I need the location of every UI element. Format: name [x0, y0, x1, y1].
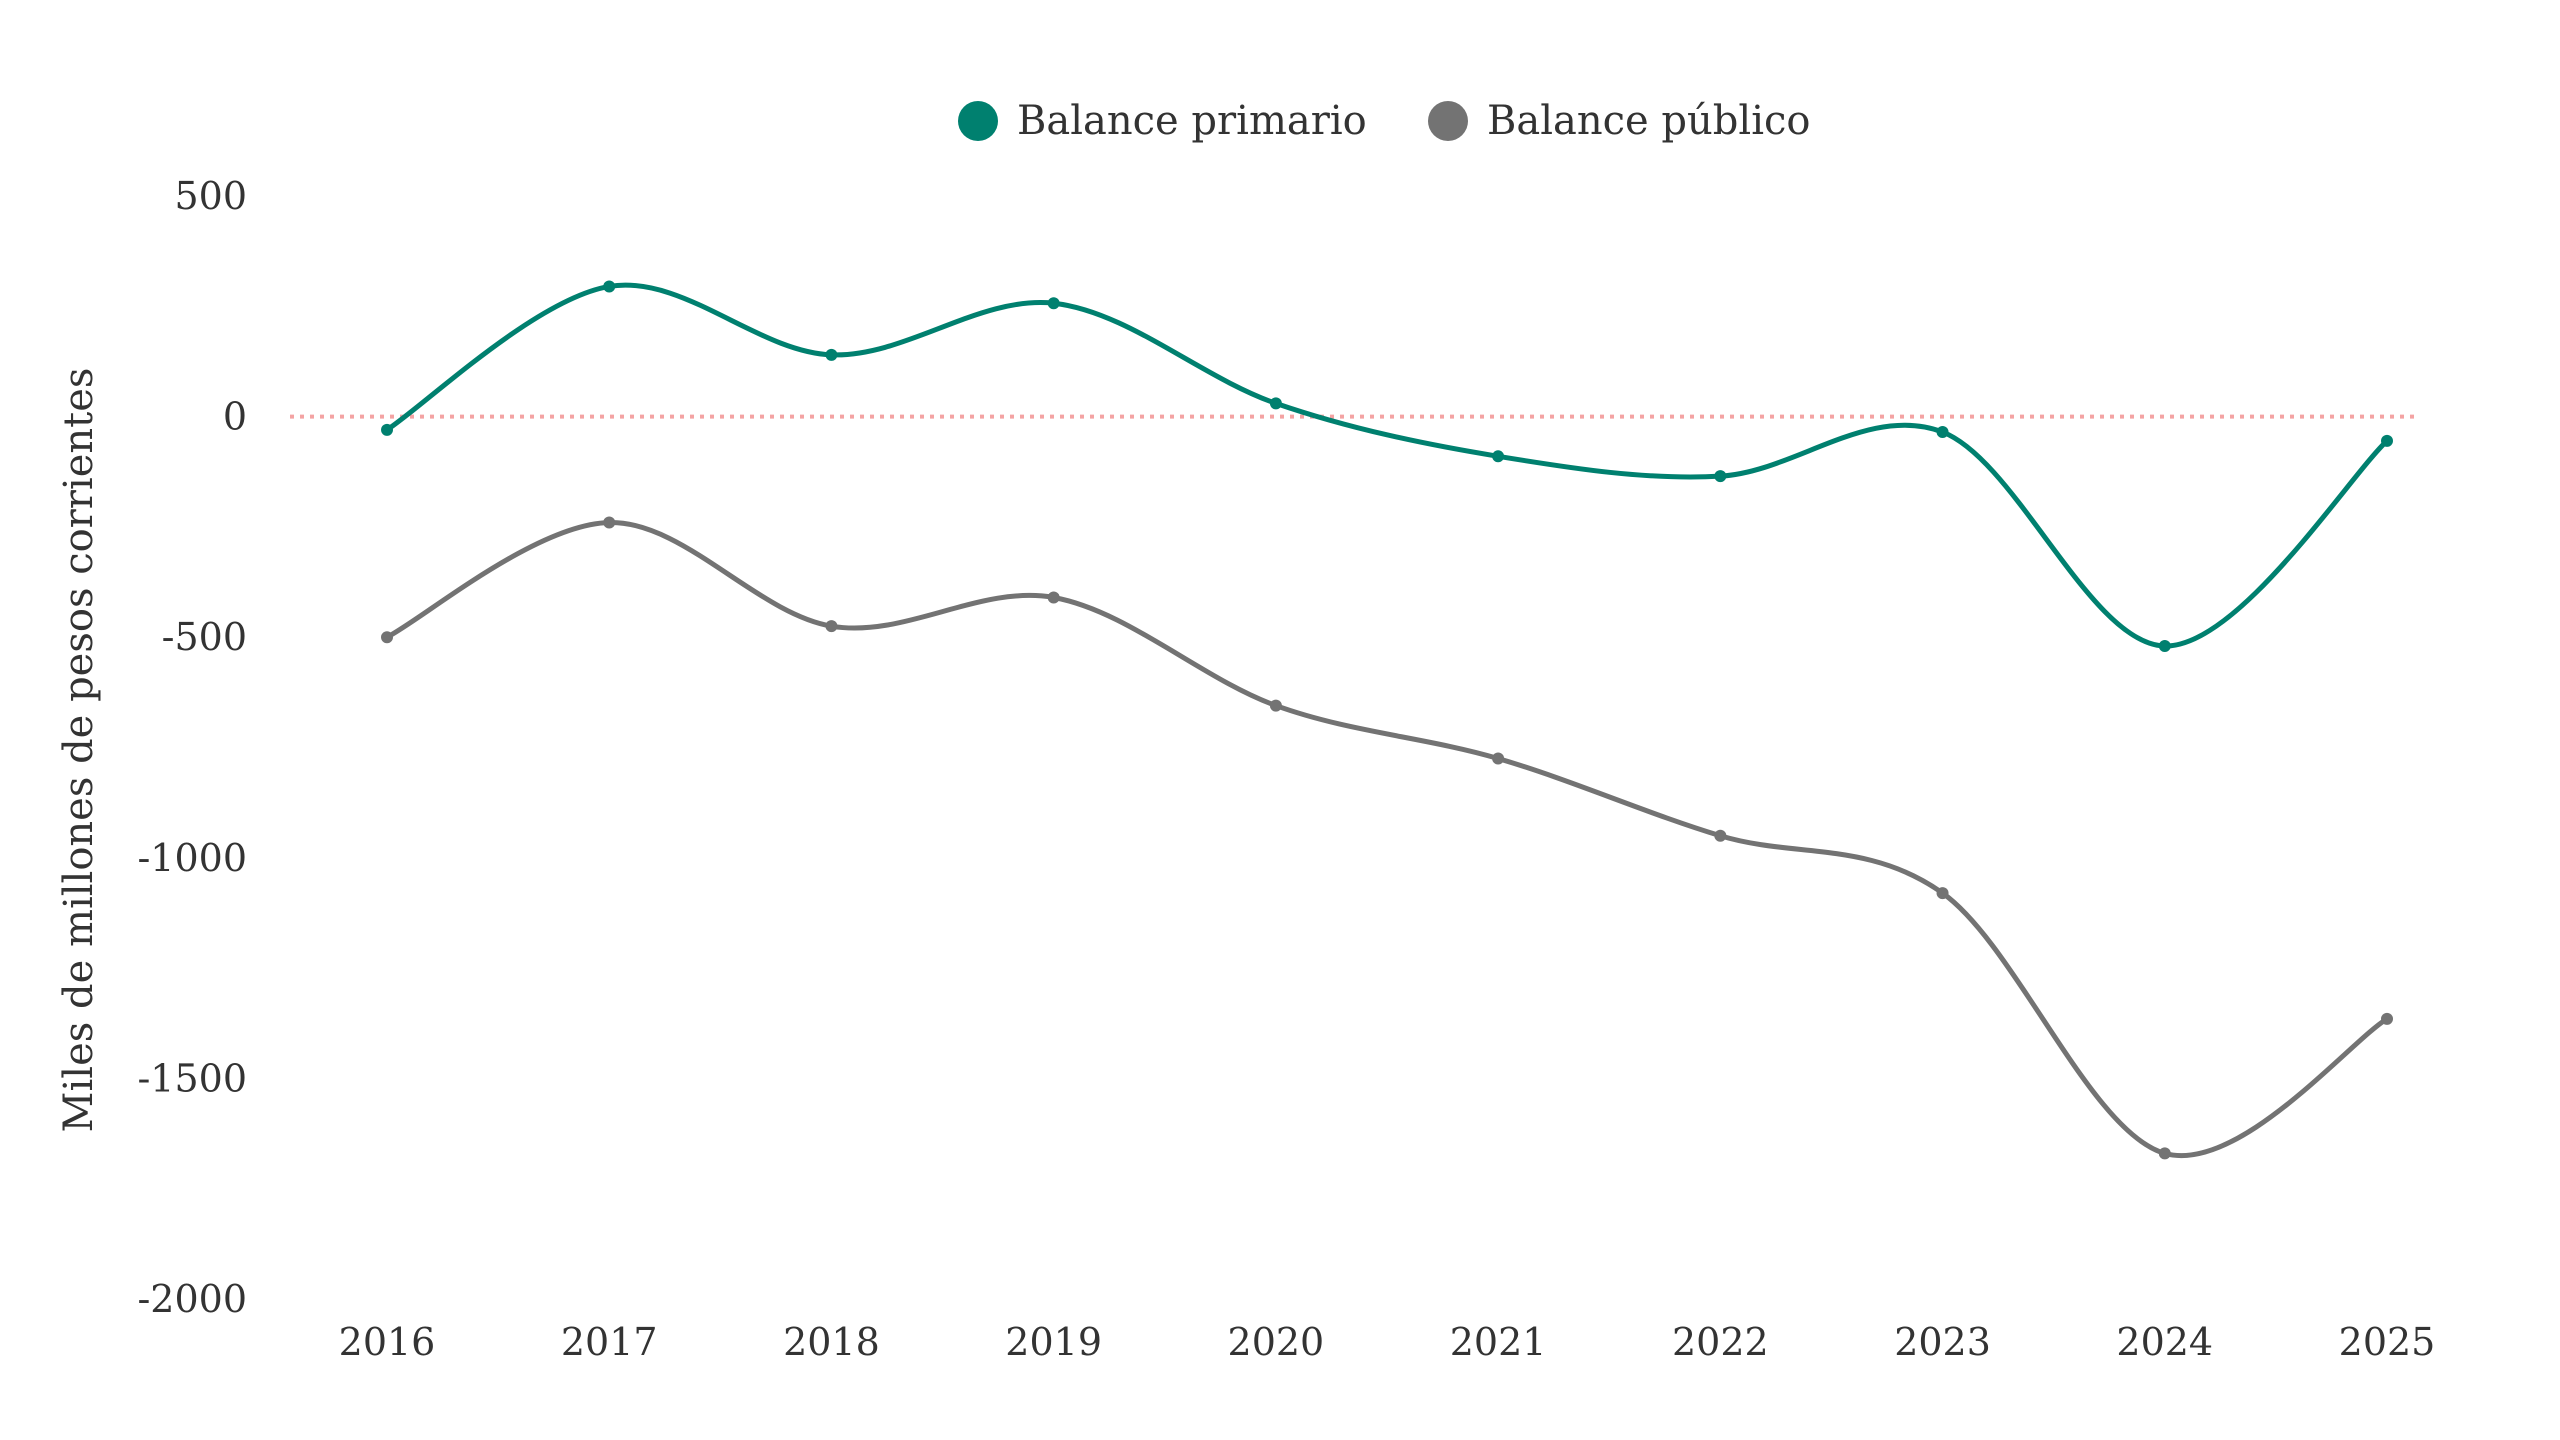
x-tick-label: 2022 — [1672, 1320, 1769, 1364]
y-tick-label: -500 — [162, 615, 247, 659]
x-tick-label: 2020 — [1228, 1320, 1325, 1364]
y-tick-label: 0 — [223, 395, 247, 439]
data-point-balance-primario-2020[interactable] — [1269, 397, 1282, 410]
data-point-balance-publico-2023[interactable] — [1936, 887, 1949, 900]
x-tick-label: 2016 — [339, 1320, 436, 1364]
series-group — [381, 280, 2393, 1160]
data-point-balance-publico-2018[interactable] — [825, 620, 838, 633]
y-tick-label: -1500 — [137, 1056, 247, 1100]
x-tick-label: 2021 — [1450, 1320, 1547, 1364]
data-point-balance-primario-2021[interactable] — [1492, 450, 1505, 463]
legend-item-balance-publico[interactable]: Balance público — [1428, 98, 1810, 144]
data-point-balance-primario-2022[interactable] — [1714, 470, 1727, 483]
data-point-balance-primario-2018[interactable] — [825, 348, 838, 361]
y-axis-title: Miles de millones de pesos corrientes — [56, 368, 102, 1133]
data-point-balance-primario-2016[interactable] — [381, 423, 393, 436]
x-tick-label: 2017 — [561, 1320, 658, 1364]
data-point-balance-primario-2023[interactable] — [1936, 426, 1949, 439]
x-tick-label: 2025 — [2339, 1320, 2436, 1364]
x-tick-label: 2019 — [1005, 1320, 1102, 1364]
y-tick-label: -1000 — [137, 836, 247, 880]
series-line-balance-publico — [384, 519, 2390, 1159]
data-point-balance-primario-2019[interactable] — [1047, 297, 1060, 310]
data-point-balance-publico-2022[interactable] — [1714, 829, 1727, 842]
data-point-balance-publico-2025[interactable] — [2381, 1012, 2393, 1025]
data-point-balance-publico-2016[interactable] — [381, 631, 393, 644]
series-line-balance-primario — [384, 282, 2390, 649]
legend-label-balance-primario: Balance primario — [1017, 98, 1367, 144]
data-point-balance-publico-2019[interactable] — [1047, 591, 1060, 604]
series-balance-primario — [381, 280, 2393, 653]
y-tick-label: -2000 — [137, 1277, 247, 1321]
data-point-balance-primario-2024[interactable] — [2158, 640, 2171, 653]
y-tick-label: 500 — [174, 174, 247, 218]
legend-marker-balance-publico — [1428, 101, 1468, 141]
series-balance-publico — [381, 516, 2393, 1160]
data-point-balance-primario-2025[interactable] — [2381, 434, 2393, 447]
x-tick-label: 2023 — [1894, 1320, 1991, 1364]
data-point-balance-publico-2021[interactable] — [1492, 752, 1505, 765]
data-point-balance-publico-2017[interactable] — [603, 516, 616, 529]
data-point-balance-publico-2020[interactable] — [1269, 699, 1282, 712]
legend: Balance primario Balance público — [958, 98, 1810, 144]
y-axis-ticks: 500 0 -500 -1000 -1500 -2000 — [137, 174, 247, 1321]
x-tick-label: 2018 — [783, 1320, 880, 1364]
x-axis-ticks: 2016 2017 2018 2019 2020 2021 2022 2023 2024 2025 — [339, 1320, 2436, 1364]
legend-item-balance-primario[interactable]: Balance primario — [958, 98, 1367, 144]
data-point-balance-publico-2024[interactable] — [2158, 1147, 2171, 1160]
legend-marker-balance-primario — [958, 101, 998, 141]
x-tick-label: 2024 — [2116, 1320, 2213, 1364]
legend-label-balance-publico: Balance público — [1487, 98, 1810, 144]
data-point-balance-primario-2017[interactable] — [603, 280, 616, 293]
